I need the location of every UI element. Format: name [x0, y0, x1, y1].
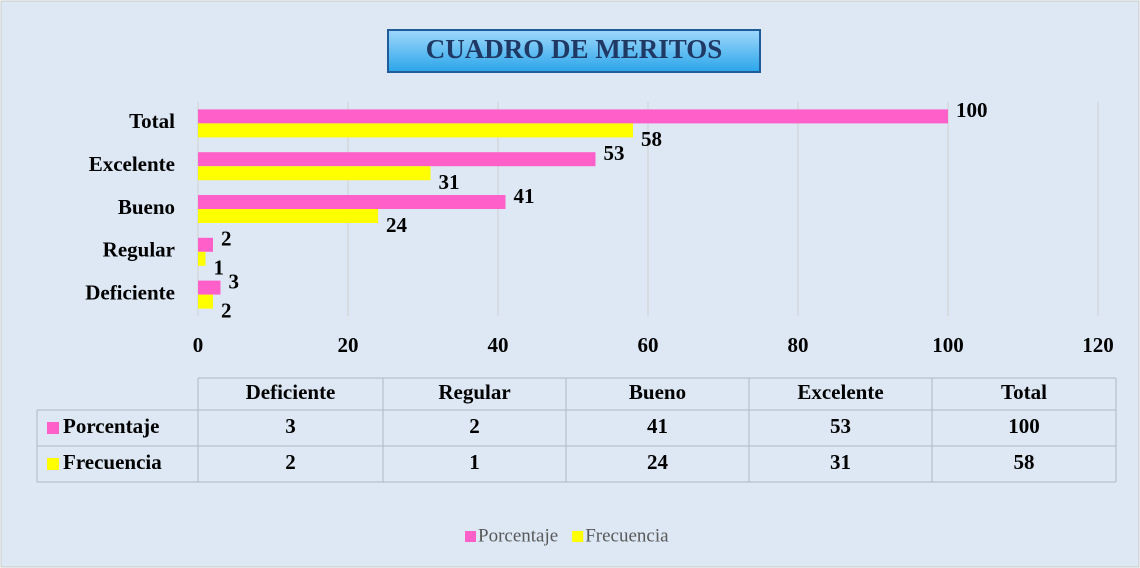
table-cell: 24 — [647, 450, 669, 474]
table-cell: 58 — [1014, 450, 1035, 474]
bar — [198, 237, 213, 252]
bar — [198, 109, 948, 124]
value-label: 58 — [641, 127, 662, 151]
table-row-label: Porcentaje — [63, 414, 159, 438]
table-cell: 41 — [647, 414, 668, 438]
y-tick-label: Regular — [103, 238, 175, 262]
x-tick-label: 120 — [1082, 333, 1114, 357]
table-header: Excelente — [797, 380, 883, 404]
x-tick-label: 0 — [193, 333, 204, 357]
x-tick-label: 40 — [488, 333, 509, 357]
bar — [198, 251, 206, 266]
value-label: 100 — [956, 98, 988, 122]
legend-key — [572, 531, 584, 542]
table-cell: 53 — [830, 414, 851, 438]
bar — [198, 123, 633, 138]
value-label: 2 — [221, 298, 232, 322]
bar — [198, 166, 431, 181]
bar — [198, 152, 596, 167]
x-tick-label: 80 — [788, 333, 809, 357]
legend-label: Porcentaje — [478, 525, 558, 546]
table-cell: 3 — [285, 414, 296, 438]
title-box — [387, 29, 761, 73]
bar — [198, 280, 221, 295]
bar — [198, 209, 378, 223]
table-legend-key — [47, 458, 59, 470]
table-header: Total — [1001, 380, 1047, 404]
y-tick-label: Deficiente — [85, 280, 175, 304]
table-cell: 2 — [285, 450, 296, 474]
value-label: 41 — [514, 184, 535, 208]
table-row-label: Frecuencia — [63, 450, 162, 474]
bar — [198, 195, 506, 209]
value-label: 24 — [386, 213, 408, 237]
chart-title: CUADRO DE MERITOS — [426, 34, 723, 64]
table-cell: 31 — [830, 450, 851, 474]
table-cell: 1 — [469, 450, 480, 474]
table-legend-key — [47, 422, 59, 434]
legend-label: Frecuencia — [585, 525, 669, 546]
table-cell: 100 — [1008, 414, 1040, 438]
value-label: 3 — [229, 269, 240, 293]
table-header: Regular — [438, 380, 510, 404]
x-tick-label: 20 — [338, 333, 359, 357]
bar — [198, 294, 213, 309]
value-label: 1 — [214, 256, 225, 280]
table-header: Deficiente — [246, 380, 336, 404]
value-label: 2 — [221, 227, 232, 251]
table-header: Bueno — [629, 380, 686, 404]
y-tick-label: Total — [129, 109, 175, 133]
y-tick-label: Excelente — [89, 152, 175, 176]
table-cell: 2 — [469, 414, 480, 438]
x-tick-label: 60 — [638, 333, 659, 357]
value-label: 53 — [604, 141, 625, 165]
y-tick-label: Bueno — [118, 195, 175, 219]
x-tick-label: 100 — [932, 333, 964, 357]
value-label: 31 — [439, 170, 460, 194]
legend-key — [465, 531, 476, 542]
